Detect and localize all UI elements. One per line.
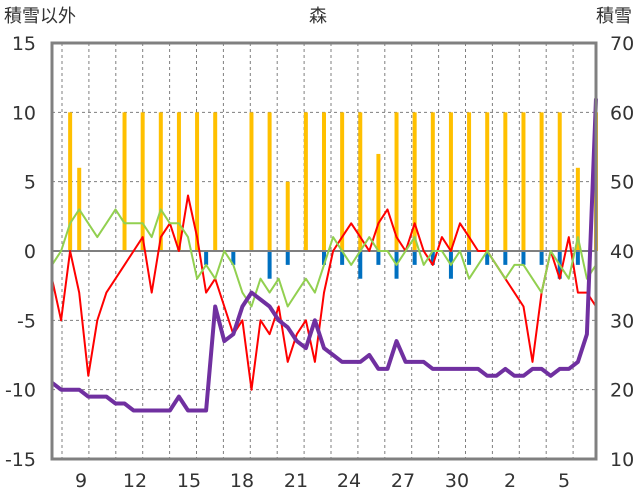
precip-bar: [213, 112, 218, 251]
right-axis-label: 積雪: [596, 6, 632, 27]
precip-bar: [303, 112, 308, 251]
precip-bar: [575, 251, 580, 265]
precip-bar: [485, 112, 490, 251]
x-tick-label: 18: [230, 470, 254, 492]
x-tick-label: 27: [391, 470, 415, 492]
precip-bar: [503, 112, 508, 251]
precip-bar: [122, 112, 127, 251]
precip-bar: [575, 167, 580, 251]
right-tick-label: 10: [610, 449, 634, 471]
precip-bar: [285, 181, 290, 251]
left-tick-label: -10: [5, 380, 36, 402]
right-axis-ticks: 70 60 50 40 30 20 10: [610, 33, 634, 471]
precip-bar: [322, 251, 326, 265]
precip-bar: [68, 112, 73, 251]
precip-bar: [267, 251, 272, 279]
right-tick-label: 50: [610, 172, 634, 194]
precip-bar: [503, 251, 508, 265]
precip-bar: [394, 112, 399, 251]
right-tick-label: 30: [610, 310, 634, 332]
x-tick-label: 15: [177, 470, 201, 492]
x-tick-label: 21: [284, 470, 308, 492]
precip-bar: [285, 251, 290, 265]
x-tick-label: 30: [445, 470, 469, 492]
precip-bar: [539, 112, 544, 251]
precip-bar: [340, 112, 345, 251]
right-tick-label: 20: [610, 380, 634, 402]
precip-bar: [521, 112, 526, 251]
precip-bar: [557, 112, 562, 251]
precip-bar: [430, 112, 435, 251]
precip-bar: [412, 112, 417, 251]
x-tick-label: 12: [123, 470, 147, 492]
left-tick-label: -15: [5, 449, 36, 471]
precip-bar: [467, 251, 472, 265]
precip-bar: [204, 251, 209, 265]
precip-bar: [358, 251, 363, 279]
x-tick-label: 9: [75, 470, 87, 492]
precip-bar: [539, 251, 544, 265]
precip-bar: [376, 251, 381, 265]
x-tick-label: 24: [337, 470, 361, 492]
precip-bar: [485, 251, 490, 265]
precip-bar: [249, 112, 254, 251]
precip-bar: [322, 112, 326, 251]
x-tick-label: 2: [504, 470, 516, 492]
x-axis-ticks: 9 12 15 18 21 24 27 30 2 5: [75, 470, 570, 492]
left-tick-label: -5: [17, 310, 36, 332]
precip-bar: [267, 112, 272, 251]
bars: [68, 112, 598, 279]
precip-bar: [467, 112, 472, 251]
precip-bar: [195, 112, 200, 251]
chart-title: 森: [309, 6, 327, 27]
left-axis-label: 積雪以外: [4, 6, 76, 27]
precip-bar: [430, 251, 435, 265]
right-tick-label: 60: [610, 102, 634, 124]
precip-bar: [231, 251, 236, 265]
precip-bar: [412, 251, 417, 265]
right-tick-label: 70: [610, 33, 634, 55]
left-tick-label: 10: [12, 102, 36, 124]
plot-frame: [50, 41, 598, 461]
precip-bar: [376, 153, 381, 251]
series-line-snow_depth: [50, 98, 598, 413]
precip-bar: [448, 112, 453, 251]
series-lines: [50, 98, 598, 413]
precip-bar: [521, 251, 526, 265]
precip-bar: [176, 112, 181, 251]
left-axis-ticks: 15 10 5 0 -5 -10 -15: [5, 33, 36, 471]
right-tick-label: 40: [610, 241, 634, 263]
x-tick-label: 5: [558, 470, 570, 492]
left-tick-label: 0: [24, 241, 36, 263]
precip-bar: [340, 251, 345, 265]
precip-bar: [358, 112, 363, 251]
left-tick-label: 15: [12, 33, 36, 55]
left-tick-label: 5: [24, 172, 36, 194]
series-line-green_series: [51, 208, 597, 308]
precip-bar: [158, 112, 163, 251]
precip-bar: [140, 112, 145, 251]
